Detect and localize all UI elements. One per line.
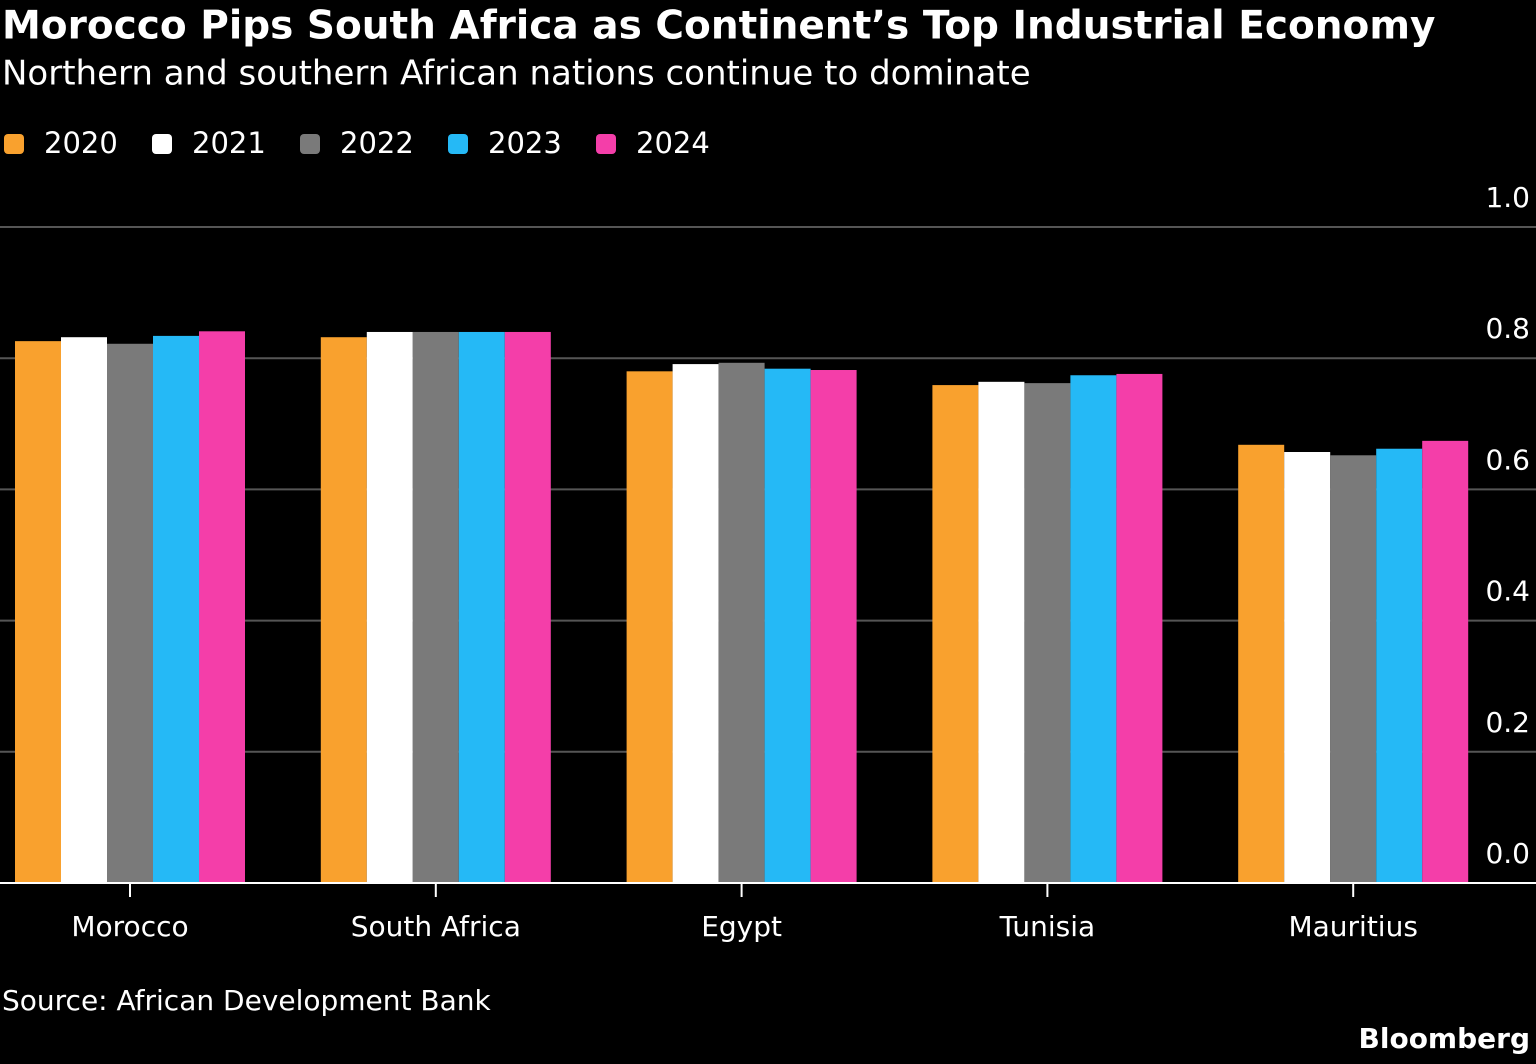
bar — [320, 337, 367, 883]
bar — [978, 381, 1025, 883]
legend-swatch — [300, 134, 320, 154]
bar — [1284, 452, 1331, 883]
bar — [504, 331, 551, 884]
bar — [199, 331, 245, 884]
bar — [458, 331, 505, 884]
bar — [626, 371, 673, 883]
legend-swatch — [152, 134, 172, 154]
y-tick-label: 0.2 — [1485, 706, 1530, 739]
y-tick-label: 0.6 — [1485, 443, 1530, 476]
source: Source: African Development Bank — [2, 984, 492, 1017]
bar — [107, 343, 153, 883]
y-tick-label: 0.0 — [1485, 837, 1530, 870]
bar — [1116, 373, 1163, 883]
bar — [932, 385, 979, 883]
bar — [15, 341, 61, 883]
legend-swatch — [596, 134, 616, 154]
legend-label: 2020 — [44, 126, 118, 160]
legend-label: 2024 — [636, 126, 710, 160]
legend-label: 2021 — [192, 126, 266, 160]
chart-title: Morocco Pips South Africa as Continent’s… — [2, 4, 1435, 49]
bar — [1024, 383, 1071, 883]
x-tick-label: Mauritius — [1288, 910, 1417, 943]
bar — [1422, 440, 1469, 883]
x-tick-label: Tunisia — [999, 910, 1096, 943]
legend-label: 2023 — [488, 126, 562, 160]
x-tick-label: Egypt — [701, 910, 782, 943]
legend-swatch — [4, 134, 24, 154]
legend-swatch — [448, 134, 468, 154]
x-tick-label: South Africa — [351, 910, 521, 943]
y-tick-label: 0.8 — [1485, 312, 1530, 345]
bar — [1238, 444, 1285, 883]
x-tick-label: Morocco — [71, 910, 188, 943]
bar — [810, 370, 857, 883]
brand: Bloomberg — [1359, 1022, 1530, 1055]
legend-label: 2022 — [340, 126, 414, 160]
bar — [764, 368, 811, 883]
bar — [61, 337, 107, 883]
bar — [1070, 375, 1117, 883]
y-tick-label: 1.0 — [1485, 181, 1530, 214]
bar — [672, 364, 719, 883]
y-tick-label: 0.4 — [1485, 575, 1530, 608]
bar — [1376, 448, 1423, 883]
bar — [153, 335, 199, 883]
bar — [412, 331, 459, 884]
bar — [366, 331, 413, 884]
bar — [1330, 455, 1377, 883]
chart-subtitle: Northern and southern African nations co… — [2, 54, 1031, 94]
bar — [718, 362, 765, 883]
